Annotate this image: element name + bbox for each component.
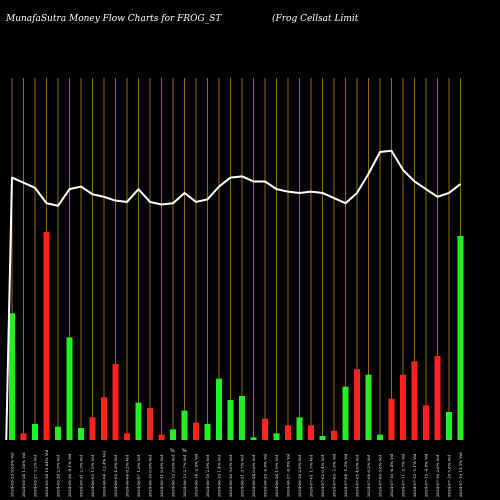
- date-tick-label: 2024-07-15 -4.8% Vol: [424, 453, 429, 497]
- date-tick-label: 2024-05-29 2.5% Vol: [56, 454, 61, 497]
- money-flow-bar: [170, 429, 176, 440]
- money-flow-bar: [181, 410, 188, 440]
- date-tick-label: 2024-06-27 -0.8% Vol: [286, 453, 291, 497]
- money-flow-bar: [135, 402, 142, 440]
- money-flow-bar: [112, 364, 119, 440]
- date-tick-label: 2024-05-28 15.84% Vol: [44, 449, 49, 497]
- money-flow-bar: [273, 433, 280, 440]
- date-tick-label: 2024-06-11 0.8% Vol: [159, 454, 164, 497]
- date-tick-label: 2024-07-02 0.4% Vol: [320, 454, 325, 497]
- money-flow-bar: [227, 400, 234, 440]
- date-tick-label: 2024-07-01 1.7% Vol: [309, 454, 314, 497]
- date-tick-label: 2024-07-12 -1.1% Vol: [412, 453, 417, 497]
- money-flow-bar: [20, 433, 27, 440]
- money-flow-bar: [446, 412, 452, 440]
- money-flow-bar: [78, 428, 84, 440]
- date-tick-label: 2024-07-10 -0.4% Vol: [389, 453, 394, 497]
- date-tick-label: 2024-05-24 1.50% Vol: [21, 452, 26, 497]
- mid-label-2: %: [182, 448, 187, 454]
- date-tick-label: 2024-06-26 1.9% Vol: [274, 454, 279, 497]
- money-flow-bar: [331, 430, 337, 440]
- price-line: [5, 149, 462, 441]
- date-tick-label: 2024-06-05 4.9% Vol: [113, 454, 118, 497]
- chart-subtitle: (Frog Cellsat Limit: [272, 13, 359, 24]
- date-tick-label: 2024-07-08 6.2% Vol: [366, 454, 371, 497]
- chart-title: MunafaSutra Money Flow Charts for FROG_S…: [5, 14, 222, 24]
- money-flow-bar: [377, 434, 383, 440]
- money-flow-bar: [434, 356, 441, 440]
- money-flow-bar: [411, 361, 418, 440]
- money-flow-bar: [296, 417, 303, 440]
- money-flow-bar: [342, 386, 349, 440]
- money-flow-bar: [43, 232, 50, 440]
- money-flow-bar: [147, 408, 153, 440]
- money-flow-bar: [423, 405, 429, 440]
- date-tick-label: 2024-05-31 2.3% Vol: [79, 454, 84, 497]
- money-flow-bar: [158, 434, 165, 440]
- money-flow-bar: [354, 369, 360, 440]
- money-flow-bar: [239, 396, 245, 440]
- money-flow-bar: [9, 313, 15, 440]
- date-tick-label: 2024-06-06 6.2% Vol: [125, 454, 130, 497]
- date-tick-label: 2024-06-07 1.3% Vol: [136, 454, 141, 497]
- money-flow-bar: [308, 425, 314, 440]
- money-flow-bar: [262, 418, 268, 440]
- money-flow-bar: [250, 437, 257, 440]
- date-tick-label: 2024-07-18 5.8% Vol: [447, 454, 452, 497]
- money-flow-bar: [32, 424, 38, 440]
- date-tick-label: 2024-05-27 3.2% Vol: [33, 454, 38, 497]
- mid-label-1: %: [170, 448, 175, 454]
- money-flow-bar: [66, 337, 73, 440]
- money-flow-bar: [365, 374, 372, 440]
- date-tick-label: 2024-06-25 -0.6% Vol: [263, 453, 268, 497]
- money-flow-bar: [319, 436, 326, 440]
- date-tick-label: 2024-06-13 2.7% Vol: [182, 454, 187, 497]
- date-tick-label: 2024-06-21 3.7% Vol: [240, 454, 245, 497]
- money-flow-bar: [204, 424, 211, 440]
- date-tick-label: 2024-07-11 -2.7% Vol: [401, 453, 406, 497]
- money-flow-bar: [101, 397, 107, 440]
- date-tick-label: 2024-06-19 1.4% Vol: [217, 454, 222, 497]
- date-tick-label: 2024-07-05 4.0% Vol: [355, 454, 360, 497]
- date-tick-label: 2024-05-30 -9.1% Vol: [67, 453, 72, 497]
- date-tick-label: 2024-06-24 0.8% Vol: [251, 454, 256, 497]
- money-flow-bar: [285, 425, 291, 440]
- money-flow-bar: [457, 236, 464, 440]
- date-tick-label: 2024-06-10 0.9% Vol: [148, 454, 153, 497]
- date-tick-label: 2024-07-04 -1.3% Vol: [343, 453, 348, 497]
- date-tick-label: 2024-05-23 9.63% Vol: [10, 452, 15, 497]
- date-tick-label: 2024-06-28 2.8% Vol: [297, 454, 302, 497]
- money-flow-bar: [89, 417, 96, 440]
- price-line-layer: [5, 149, 462, 441]
- date-tick-label: 2024-06-12 3.0% Vol: [171, 454, 176, 497]
- date-tick-label: 2024-07-19 15.1% Vol: [458, 452, 463, 497]
- date-tick-label: 2024-06-03 1.5% Vol: [90, 454, 95, 497]
- date-tick-label: 2024-07-09 5.6% Vol: [378, 454, 383, 497]
- date-tick-label: 2024-07-16 2.6% Vol: [435, 454, 440, 497]
- money-flow-bar: [400, 374, 406, 440]
- money-flow-bar: [388, 398, 395, 440]
- money-flow-bar: [216, 378, 222, 440]
- date-tick-label: 2024-06-14 -2.9% Vol: [194, 453, 199, 497]
- money-flow-bar: [193, 422, 199, 440]
- money-flow-bars: [9, 232, 464, 440]
- date-labels: 2024-05-23 9.63% Vol 2024-05-24 1.50% Vol…: [10, 449, 464, 497]
- money-flow-bar: [55, 426, 61, 440]
- date-tick-label: 2024-06-20 5.6% Vol: [228, 454, 233, 497]
- date-tick-label: 2024-06-04 -12.4% Vol: [102, 450, 107, 497]
- money-flow-bar: [124, 433, 130, 440]
- date-tick-label: 2024-07-03 -1.0% Vol: [332, 453, 337, 497]
- date-tick-label: 2024-06-18 2.5% Vol: [205, 454, 210, 497]
